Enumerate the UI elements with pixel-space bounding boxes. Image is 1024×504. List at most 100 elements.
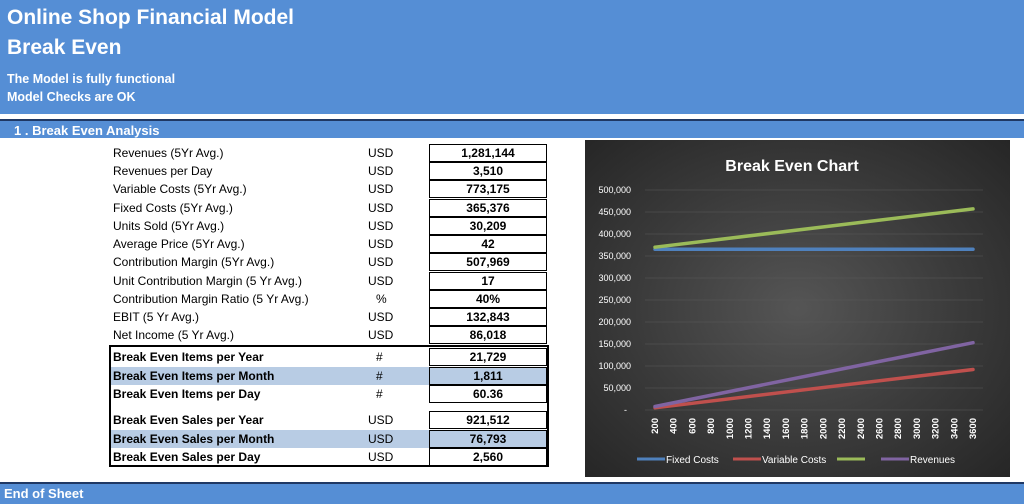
x-tick-label: 2000 xyxy=(818,418,829,439)
x-tick-label: 2600 xyxy=(874,418,885,439)
row-label: Break Even Sales per Year xyxy=(113,413,264,427)
row-value[interactable]: 2,560 xyxy=(429,448,547,466)
row-unit: USD xyxy=(368,219,394,233)
row-unit: USD xyxy=(368,146,394,160)
row-unit: USD xyxy=(368,201,394,215)
row-unit: USD xyxy=(368,255,394,269)
row-unit: USD xyxy=(368,182,394,196)
model-title: Online Shop Financial Model xyxy=(7,6,295,29)
x-tick-label: 2200 xyxy=(837,418,848,439)
row-label: Variable Costs (5Yr Avg.) xyxy=(113,182,247,196)
row-unit: # xyxy=(376,369,383,383)
y-tick-label: 300,000 xyxy=(598,273,631,283)
break-even-box xyxy=(109,345,549,467)
y-tick-label: 100,000 xyxy=(598,361,631,371)
row-value[interactable]: 86,018 xyxy=(429,326,547,344)
row-label: Unit Contribution Margin (5 Yr Avg.) xyxy=(113,274,302,288)
break-even-chart: Break Even Chart - 50,000 100,000 150,000 20… xyxy=(585,140,1010,477)
row-value[interactable]: 17 xyxy=(429,272,547,290)
legend-label: Fixed Costs xyxy=(666,455,719,466)
x-tick-label: 1600 xyxy=(781,418,792,439)
row-unit: USD xyxy=(368,432,394,446)
y-tick-label: 400,000 xyxy=(598,229,631,239)
row-unit: USD xyxy=(368,164,394,178)
model-status: The Model is fully functional xyxy=(7,72,176,86)
series-line xyxy=(653,207,975,249)
x-tick-label: 3200 xyxy=(931,418,942,439)
row-value[interactable]: 921,512 xyxy=(429,411,547,429)
metric-row: Average Price (5Yr Avg.) USD 42 xyxy=(0,235,560,253)
row-value[interactable]: 21,729 xyxy=(429,348,547,366)
y-tick-label: 350,000 xyxy=(598,251,631,261)
x-tick-label: 1200 xyxy=(744,418,755,439)
row-label: Contribution Margin (5Yr Avg.) xyxy=(113,255,275,269)
x-tick-label: 3400 xyxy=(949,418,960,439)
metric-row: Contribution Margin Ratio (5 Yr Avg.)% 40… xyxy=(0,290,560,308)
metric-row: Contribution Margin (5Yr Avg.) USD 507,969 xyxy=(0,253,560,271)
break-even-items-row: Break Even Items per Year #21,729 xyxy=(0,348,560,366)
row-label: Fixed Costs (5Yr Avg.) xyxy=(113,201,233,215)
row-value[interactable]: 132,843 xyxy=(429,308,547,326)
chart-title: Break Even Chart xyxy=(725,158,859,175)
row-unit: USD xyxy=(368,274,394,288)
break-even-sales-row: Break Even Sales per Year USD 921,512 xyxy=(0,411,560,429)
x-tick-label: 1800 xyxy=(800,418,811,439)
metric-row: Unit Contribution Margin (5 Yr Avg.) USD 1… xyxy=(0,272,560,290)
x-tick-label: 1400 xyxy=(762,418,773,439)
row-value[interactable]: 1,811 xyxy=(429,367,547,385)
row-unit: USD xyxy=(368,413,394,427)
break-even-sales-row: Break Even Sales per Month USD 76,793 xyxy=(0,430,560,448)
metric-row: Fixed Costs (5Yr Avg.) USD 365,376 xyxy=(0,199,560,217)
y-tick-label: 50,000 xyxy=(603,383,631,393)
row-value[interactable]: 40% xyxy=(429,290,547,308)
row-value[interactable]: 42 xyxy=(429,235,547,253)
row-label: Break Even Items per Day xyxy=(113,387,261,401)
row-unit: # xyxy=(376,387,383,401)
x-tick-label: 1000 xyxy=(725,418,736,439)
break-even-items-row: Break Even Items per Day #60.36 xyxy=(0,385,560,403)
metric-row: Revenues (5Yr Avg.) USD 1,281,144 xyxy=(0,144,560,162)
footer-bar: End of Sheet xyxy=(0,482,1024,504)
metric-row: Revenues per Day USD 3,510 xyxy=(0,162,560,180)
x-tick-label: 2400 xyxy=(856,418,867,439)
metric-row: EBIT (5 Yr Avg.) USD 132,843 xyxy=(0,308,560,326)
row-value[interactable]: 365,376 xyxy=(429,199,547,217)
row-unit: USD xyxy=(368,237,394,251)
chart-canvas: Break Even Chart - 50,000 100,000 150,000 20… xyxy=(598,158,983,466)
y-tick-label: 150,000 xyxy=(598,339,631,349)
y-tick-label: 500,000 xyxy=(598,185,631,195)
header-banner: Online Shop Financial Model Break Even T… xyxy=(0,0,1024,114)
x-tick-label: 3000 xyxy=(912,418,923,439)
x-tick-label: 3600 xyxy=(968,418,979,439)
row-label: Contribution Margin Ratio (5 Yr Avg.) xyxy=(113,292,309,306)
y-tick-label: 450,000 xyxy=(598,207,631,217)
series-line xyxy=(653,340,975,409)
row-value[interactable]: 30,209 xyxy=(429,217,547,235)
row-value[interactable]: 507,969 xyxy=(429,253,547,271)
row-value[interactable]: 76,793 xyxy=(429,430,547,448)
x-tick-label: 200 xyxy=(650,418,661,434)
row-value[interactable]: 773,175 xyxy=(429,180,547,198)
series-line xyxy=(653,367,975,410)
row-unit: USD xyxy=(368,328,394,342)
row-value[interactable]: 60.36 xyxy=(429,385,547,403)
x-tick-label: 600 xyxy=(687,418,698,434)
row-unit: % xyxy=(376,292,387,306)
row-label: Average Price (5Yr Avg.) xyxy=(113,237,245,251)
y-tick-label: - xyxy=(624,405,627,415)
row-label: Break Even Items per Month xyxy=(113,369,275,383)
row-label: EBIT (5 Yr Avg.) xyxy=(113,310,200,324)
break-even-items-row: Break Even Items per Month #1,811 xyxy=(0,367,560,385)
section-header: 1 . Break Even Analysis xyxy=(0,119,1024,138)
row-unit: USD xyxy=(368,450,394,464)
row-label: Break Even Sales per Day xyxy=(113,450,261,464)
row-unit: USD xyxy=(368,310,394,324)
legend-label: Variable Costs xyxy=(762,455,826,466)
sheet-title: Break Even xyxy=(7,36,122,59)
row-value[interactable]: 3,510 xyxy=(429,162,547,180)
model-checks: Model Checks are OK xyxy=(7,90,136,104)
row-label: Net Income (5 Yr Avg.) xyxy=(113,328,234,342)
row-label: Revenues per Day xyxy=(113,164,213,178)
row-value[interactable]: 1,281,144 xyxy=(429,144,547,162)
y-tick-label: 250,000 xyxy=(598,295,631,305)
